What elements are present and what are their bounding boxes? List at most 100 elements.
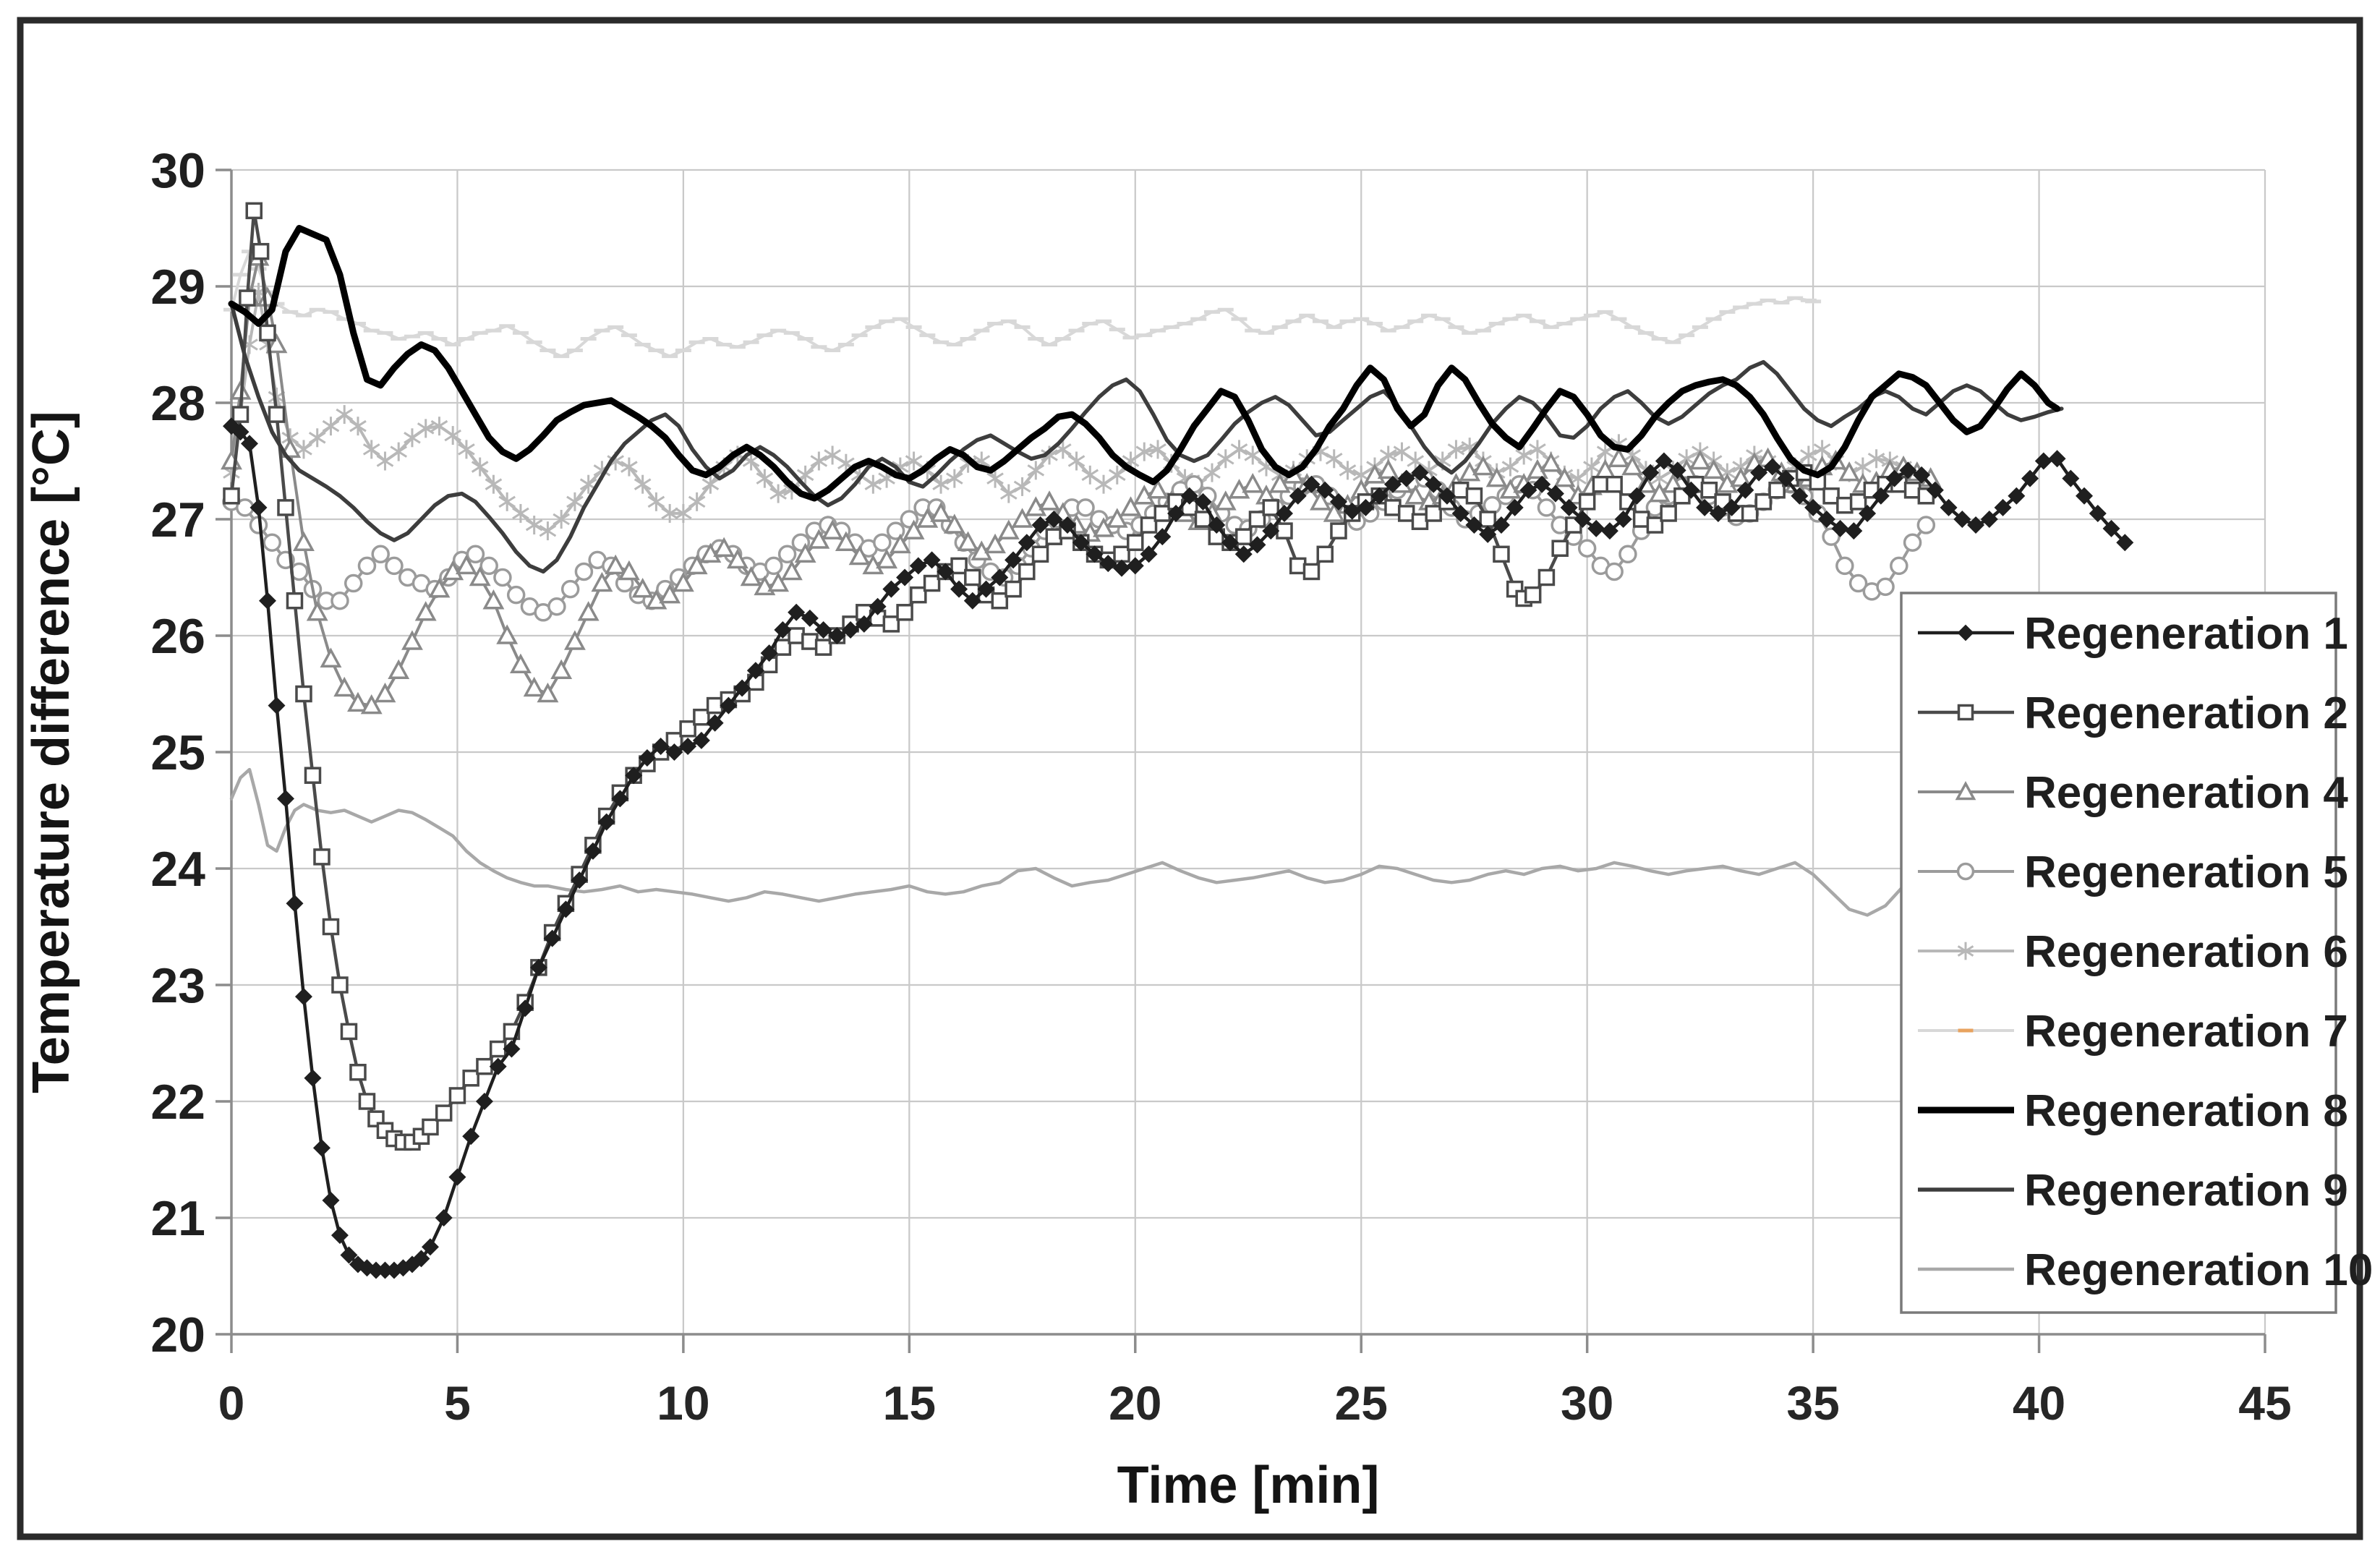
triangle-marker xyxy=(1499,479,1522,499)
diamond-marker xyxy=(1696,498,1714,516)
triangle-marker xyxy=(265,333,288,354)
circle-marker xyxy=(1822,527,1841,546)
diamond-marker xyxy=(435,1209,453,1227)
diamond-marker xyxy=(367,1261,385,1279)
triangle-marker xyxy=(1716,473,1739,493)
triangle-marker xyxy=(930,502,952,522)
circle-marker xyxy=(1890,556,1908,576)
diamond-marker xyxy=(977,580,995,598)
legend-item-regeneration-8: Regeneration 8 xyxy=(1918,1086,2348,1136)
square-marker xyxy=(322,918,340,936)
asterisk-marker xyxy=(498,495,516,508)
diamond-marker xyxy=(1994,498,2012,516)
square-marker xyxy=(1660,505,1677,522)
diamond-marker xyxy=(1574,511,1592,528)
asterisk-marker xyxy=(295,443,312,456)
legend-item-regeneration-10: Regeneration 10 xyxy=(1918,1245,2373,1295)
asterisk-marker xyxy=(1095,478,1112,490)
asterisk-marker xyxy=(1854,461,1872,473)
diamond-marker xyxy=(1899,461,1917,479)
square-marker xyxy=(1425,505,1442,522)
circle-marker xyxy=(344,573,363,593)
triangle-marker xyxy=(320,647,342,667)
triangle-marker xyxy=(374,682,396,703)
square-marker xyxy=(1605,475,1623,493)
square-marker xyxy=(1018,563,1036,581)
x-axis-title: Time [min] xyxy=(1117,1456,1380,1514)
circle-marker xyxy=(547,597,566,616)
series-regeneration-1-markers xyxy=(223,417,2134,1279)
x-tick-label-10: 10 xyxy=(657,1376,709,1430)
square-marker xyxy=(1235,528,1253,545)
diamond-marker xyxy=(1953,511,1971,528)
triangle-marker xyxy=(822,519,844,539)
diamond-marker xyxy=(1831,519,1849,537)
diamond-marker xyxy=(1329,492,1347,511)
diamond-marker xyxy=(1208,516,1226,534)
asterisk-marker xyxy=(1054,443,1072,456)
diamond-marker xyxy=(1817,511,1835,528)
circle-marker xyxy=(1618,545,1637,564)
asterisk-marker xyxy=(525,519,543,532)
asterisk-marker xyxy=(1203,466,1221,479)
diamond-marker xyxy=(869,597,887,615)
diamond-marker xyxy=(276,790,294,808)
diamond-marker xyxy=(1845,522,1863,540)
square-marker xyxy=(435,1104,453,1122)
asterisk-marker xyxy=(1325,453,1343,465)
triangle-marker xyxy=(333,676,356,697)
triangle-marker xyxy=(984,533,1007,554)
triangle-marker xyxy=(1106,508,1128,528)
square-marker xyxy=(239,289,256,307)
triangle-marker xyxy=(957,531,979,551)
asterisk-marker xyxy=(1650,472,1668,485)
triangle-marker xyxy=(1011,508,1033,528)
square-marker xyxy=(1537,568,1556,586)
diamond-marker xyxy=(1221,534,1240,552)
diamond-marker xyxy=(1533,475,1551,493)
triangle-marker xyxy=(1310,490,1331,511)
diamond-marker xyxy=(746,662,764,680)
asterisk-marker xyxy=(905,455,923,467)
circle-marker xyxy=(1835,556,1854,576)
asterisk-marker xyxy=(1447,443,1465,456)
triangle-marker xyxy=(1553,466,1576,487)
triangle-marker xyxy=(1485,466,1508,487)
asterisk-marker xyxy=(1867,453,1885,465)
triangle-marker xyxy=(1133,485,1156,505)
diamond-marker xyxy=(2076,487,2094,505)
legend-label-regeneration-10: Regeneration 10 xyxy=(2024,1245,2373,1295)
asterisk-marker xyxy=(444,429,462,442)
figure-border xyxy=(17,17,2363,1540)
square-marker xyxy=(964,568,981,586)
y-tick-label-21: 21 xyxy=(150,1191,205,1246)
diamond-marker xyxy=(1628,487,1646,505)
diamond-marker xyxy=(1234,545,1253,563)
triangle-marker xyxy=(605,554,627,575)
asterisk-marker xyxy=(1339,464,1357,477)
asterisk-marker xyxy=(376,455,394,467)
circle-marker xyxy=(1876,577,1895,597)
diamond-marker xyxy=(1262,522,1280,540)
x-tick-label-15: 15 xyxy=(883,1376,936,1430)
square-marker xyxy=(1822,487,1840,505)
x-tick-label-5: 5 xyxy=(444,1376,471,1430)
asterisk-marker xyxy=(1379,449,1397,461)
triangle-marker xyxy=(1472,455,1494,476)
triangle-marker xyxy=(347,691,369,712)
diamond-marker xyxy=(774,620,792,639)
square-marker xyxy=(422,1118,439,1136)
circle-marker xyxy=(466,545,485,564)
asterisk-marker xyxy=(458,443,475,456)
diamond-marker xyxy=(882,580,900,598)
asterisk-marker xyxy=(647,495,665,508)
triangle-marker xyxy=(631,577,654,598)
triangle-marker xyxy=(903,519,925,539)
triangle-marker xyxy=(563,630,586,650)
triangle-marker xyxy=(672,571,694,592)
diamond-marker xyxy=(2116,534,2134,552)
asterisk-marker xyxy=(864,478,882,490)
diamond-marker xyxy=(1140,545,1158,563)
square-marker xyxy=(1646,516,1664,534)
diamond-marker xyxy=(1614,511,1632,528)
